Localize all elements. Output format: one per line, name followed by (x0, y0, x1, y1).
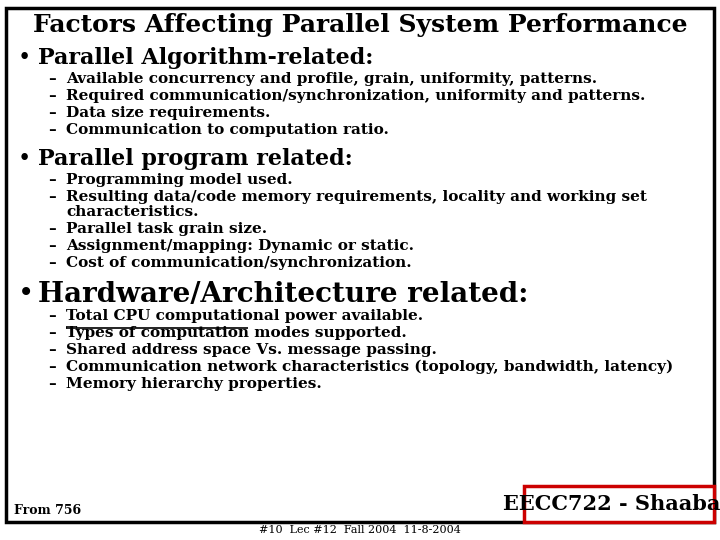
Text: Parallel Algorithm-related:: Parallel Algorithm-related: (38, 47, 374, 69)
Text: From 756: From 756 (14, 503, 81, 516)
Text: •: • (18, 148, 31, 170)
Text: –: – (48, 360, 55, 374)
Text: Required communication/synchronization, uniformity and patterns.: Required communication/synchronization, … (66, 89, 645, 103)
Text: •: • (18, 281, 35, 308)
Text: Assignment/mapping: Dynamic or static.: Assignment/mapping: Dynamic or static. (66, 239, 414, 253)
Text: Resulting data/code memory requirements, locality and working set: Resulting data/code memory requirements,… (66, 190, 647, 204)
Text: –: – (48, 106, 55, 120)
Text: EECC722 - Shaaban: EECC722 - Shaaban (503, 494, 720, 514)
Text: –: – (48, 72, 55, 86)
Text: Total CPU computational power available.: Total CPU computational power available. (66, 309, 423, 323)
Text: –: – (48, 239, 55, 253)
Text: –: – (48, 377, 55, 391)
Text: –: – (48, 256, 55, 270)
FancyBboxPatch shape (6, 8, 714, 522)
Text: –: – (48, 123, 55, 137)
Text: Communication network characteristics (topology, bandwidth, latency): Communication network characteristics (t… (66, 360, 673, 374)
Text: Parallel program related:: Parallel program related: (38, 148, 353, 170)
Text: Cost of communication/synchronization.: Cost of communication/synchronization. (66, 256, 412, 270)
Text: –: – (48, 222, 55, 236)
Text: Hardware/Architecture related:: Hardware/Architecture related: (38, 281, 528, 308)
Text: Programming model used.: Programming model used. (66, 173, 292, 187)
Text: Available concurrency and profile, grain, uniformity, patterns.: Available concurrency and profile, grain… (66, 72, 597, 86)
Text: characteristics.: characteristics. (66, 205, 199, 219)
Text: Shared address space Vs. message passing.: Shared address space Vs. message passing… (66, 343, 437, 357)
Text: Parallel task grain size.: Parallel task grain size. (66, 222, 267, 236)
Text: #10  Lec #12  Fall 2004  11-8-2004: #10 Lec #12 Fall 2004 11-8-2004 (259, 525, 461, 535)
Text: Data size requirements.: Data size requirements. (66, 106, 271, 120)
Text: –: – (48, 343, 55, 357)
Text: Memory hierarchy properties.: Memory hierarchy properties. (66, 377, 322, 391)
Text: •: • (18, 47, 31, 69)
Text: Communication to computation ratio.: Communication to computation ratio. (66, 123, 389, 137)
Text: –: – (48, 89, 55, 103)
Text: –: – (48, 326, 55, 340)
Text: –: – (48, 309, 55, 323)
Text: Types of computation modes supported.: Types of computation modes supported. (66, 326, 407, 340)
Text: Factors Affecting Parallel System Performance: Factors Affecting Parallel System Perfor… (32, 13, 688, 37)
FancyBboxPatch shape (524, 486, 714, 522)
Text: –: – (48, 173, 55, 187)
Text: –: – (48, 190, 55, 204)
